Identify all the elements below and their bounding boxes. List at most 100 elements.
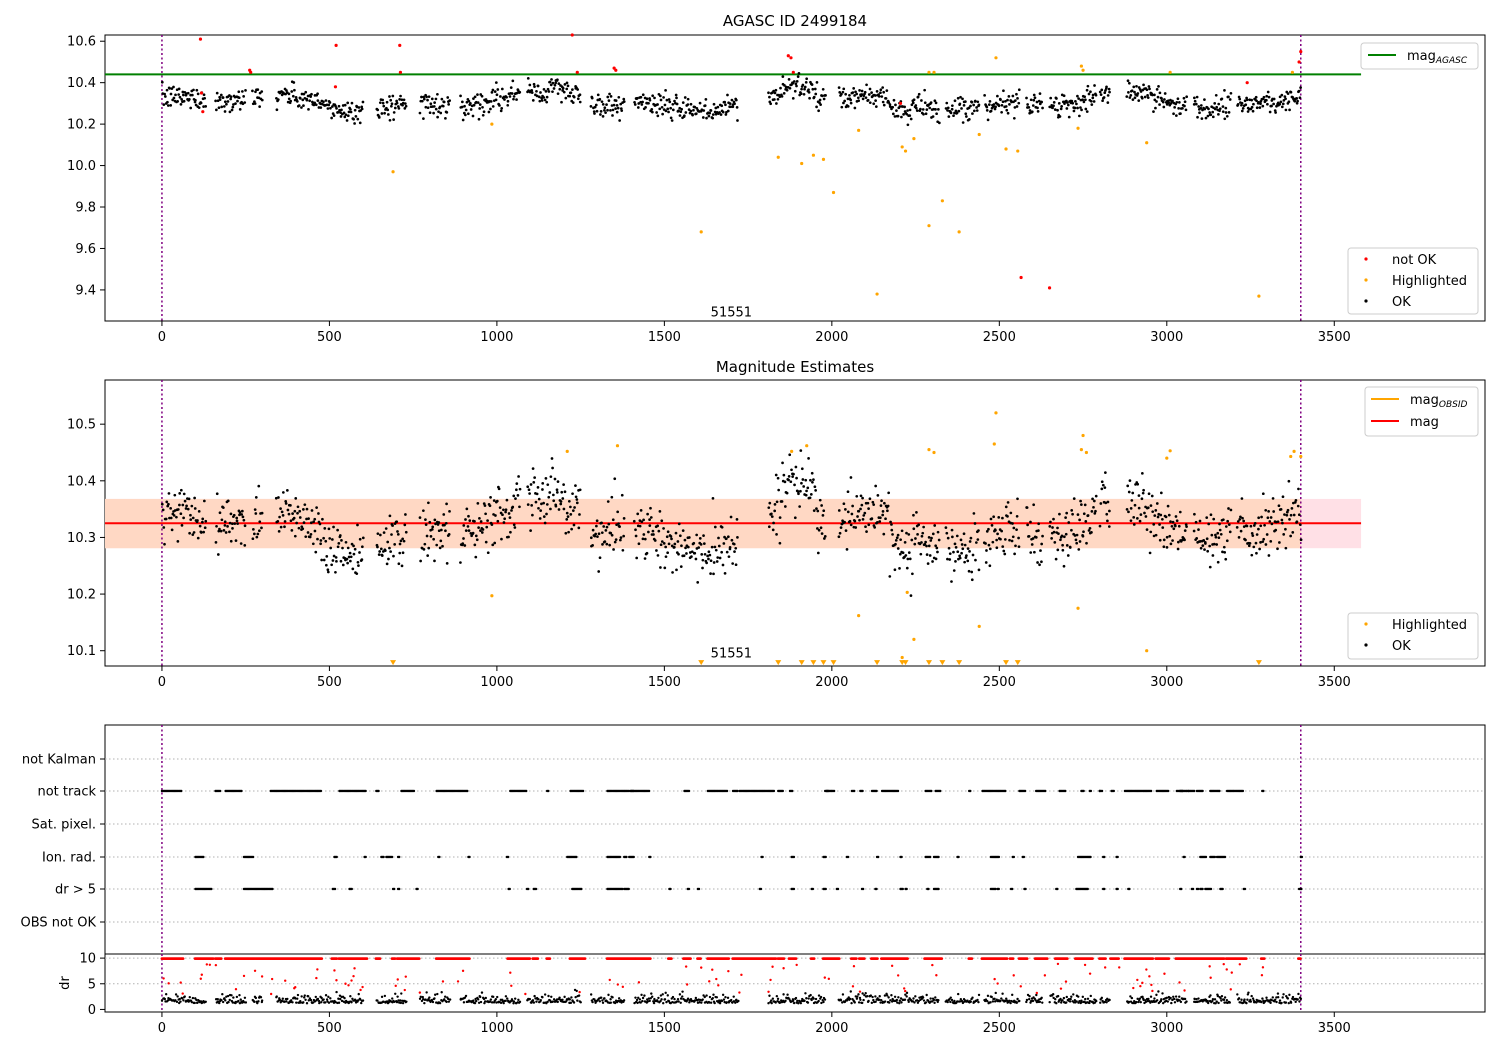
ok-point — [334, 570, 337, 574]
ok-point — [178, 503, 181, 507]
dr-marks — [105, 954, 1485, 1012]
ok-point — [331, 538, 334, 541]
ok-point — [1172, 112, 1175, 116]
dr-point — [313, 1000, 317, 1003]
dr-point — [1265, 996, 1268, 999]
ok-point — [1133, 503, 1137, 507]
ok-point — [907, 533, 911, 536]
ok-point — [1163, 98, 1166, 101]
dr-point — [850, 1001, 853, 1005]
ok-point — [396, 530, 399, 533]
ok-point — [992, 103, 996, 106]
ok-point — [496, 88, 500, 91]
ok-point — [1146, 96, 1150, 100]
ok-point — [189, 513, 192, 517]
ok-point — [694, 112, 698, 116]
ok-point — [1089, 90, 1092, 94]
ok-point — [237, 90, 241, 94]
ok-point — [403, 523, 407, 527]
ok-point — [1156, 95, 1160, 99]
ok-point — [908, 114, 912, 117]
ok-point — [328, 101, 332, 104]
ok-point — [656, 554, 660, 557]
ok-point — [531, 467, 535, 470]
ok-point — [1041, 534, 1044, 538]
highlighted-point — [927, 224, 931, 228]
ok-point — [476, 101, 480, 104]
ok-point — [391, 524, 394, 527]
ok-point — [1181, 106, 1184, 110]
dr-point — [770, 1001, 773, 1005]
ok-point — [937, 538, 941, 542]
ok-point — [649, 516, 653, 519]
ok-point — [1150, 494, 1154, 498]
ok-point — [314, 103, 318, 107]
dr-high-point — [320, 957, 324, 961]
ok-point — [604, 111, 607, 115]
ok-point — [868, 87, 872, 91]
ok-point — [563, 82, 567, 86]
ok-point — [511, 505, 515, 509]
ok-point — [1135, 84, 1138, 88]
ok-point — [901, 551, 905, 555]
ok-point — [492, 499, 496, 502]
dr-point — [1069, 997, 1072, 1001]
dr-point — [601, 1001, 605, 1005]
ok-point — [576, 88, 580, 91]
ok-point — [182, 93, 185, 97]
ok-point — [567, 530, 570, 534]
ok-point — [1211, 110, 1215, 114]
ok-point — [378, 101, 382, 105]
ok-point — [1068, 546, 1072, 549]
ok-point — [987, 527, 990, 531]
dr-point — [305, 1002, 309, 1005]
ok-point — [554, 504, 558, 508]
ok-point — [433, 518, 437, 522]
dr-point — [504, 999, 507, 1003]
ok-point — [567, 499, 571, 503]
ok-point — [546, 483, 550, 487]
ok-point — [1102, 96, 1106, 99]
dr-point — [803, 999, 806, 1003]
ok-point — [800, 481, 803, 485]
dr-point — [1183, 997, 1187, 1001]
ok-point — [1092, 100, 1096, 103]
ok-point — [601, 102, 605, 106]
ok-point — [383, 549, 387, 552]
ok-point — [1161, 100, 1165, 104]
dr-point — [1060, 1001, 1063, 1004]
highlighted-point — [994, 56, 998, 60]
dr-point — [191, 996, 195, 1000]
ok-point — [226, 525, 229, 528]
ok-point — [540, 99, 544, 102]
ok-point — [1082, 512, 1086, 516]
ok-point — [864, 525, 867, 529]
dr-point — [883, 994, 887, 997]
ok-point — [225, 102, 228, 106]
ok-point — [1098, 524, 1102, 528]
ok-point — [792, 472, 795, 476]
ok-point — [472, 103, 476, 107]
ok-point — [636, 512, 640, 516]
dr-high-point — [214, 963, 218, 967]
ok-point — [819, 103, 822, 106]
ok-point — [349, 110, 353, 114]
ok-point — [1076, 106, 1079, 110]
ok-point — [882, 103, 886, 107]
ok-point — [349, 555, 353, 559]
dr-point — [1146, 999, 1150, 1003]
ok-point — [1094, 93, 1098, 97]
ok-point — [477, 526, 480, 530]
ok-point — [336, 528, 339, 532]
ok-point — [711, 116, 715, 120]
flag-point — [1191, 887, 1195, 891]
dr-point — [839, 999, 843, 1002]
ok-point — [392, 554, 395, 558]
flag-point — [1193, 789, 1196, 793]
dr-high-point — [396, 978, 399, 981]
dr-point — [314, 995, 317, 999]
dr-point — [893, 995, 897, 998]
dr-point — [937, 998, 940, 1002]
ok-point — [512, 494, 516, 498]
ok-point — [284, 502, 288, 505]
